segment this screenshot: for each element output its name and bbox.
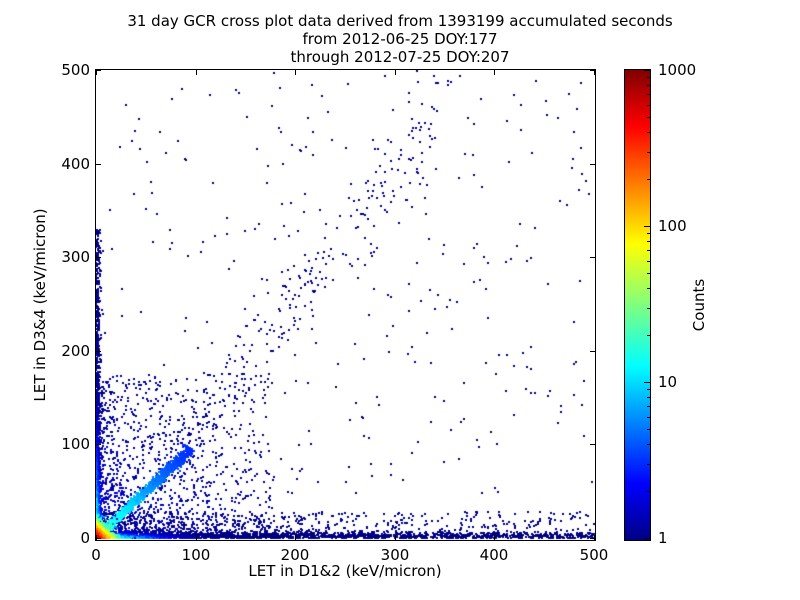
y-tick: [590, 351, 595, 352]
colorbar-tick-label: 1000: [658, 61, 697, 79]
colorbar-minor-tick: [647, 491, 650, 492]
plot-area: [95, 69, 596, 541]
x-tick-label: 300: [380, 546, 410, 564]
y-tick-label: 200: [61, 342, 90, 360]
colorbar-tick-label: 100: [658, 217, 687, 235]
x-tick-label: 200: [280, 546, 310, 564]
x-tick-label: 500: [579, 546, 609, 564]
colorbar-tick: [644, 538, 650, 539]
colorbar-minor-tick: [647, 179, 650, 180]
x-tick: [196, 535, 197, 540]
colorbar-tick: [644, 70, 650, 71]
y-tick-label: 400: [61, 155, 90, 173]
y-tick: [96, 351, 101, 352]
colorbar-minor-tick: [647, 105, 650, 106]
colorbar-tick: [644, 382, 650, 383]
colorbar-minor-tick: [647, 77, 650, 78]
colorbar-minor-tick: [647, 132, 650, 133]
y-tick: [96, 444, 101, 445]
y-tick: [96, 257, 101, 258]
y-tick: [590, 444, 595, 445]
colorbar-minor-tick: [647, 85, 650, 86]
chart-title-line-2: from 2012-06-25 DOY:177: [302, 30, 498, 48]
colorbar-minor-tick: [647, 397, 650, 398]
x-axis-label: LET in D1&2 (keV/micron): [248, 562, 442, 580]
chart-title-line-3: through 2012-07-25 DOY:207: [290, 48, 510, 66]
colorbar-minor-tick: [647, 308, 650, 309]
colorbar-minor-tick: [647, 233, 650, 234]
x-tick: [395, 70, 396, 75]
x-tick-label: 0: [91, 546, 101, 564]
y-tick: [590, 538, 595, 539]
colorbar-minor-tick: [647, 261, 650, 262]
colorbar-minor-tick: [647, 464, 650, 465]
x-tick: [295, 535, 296, 540]
x-tick: [594, 535, 595, 540]
x-tick: [196, 70, 197, 75]
colorbar-minor-tick: [647, 250, 650, 251]
colorbar-minor-tick: [647, 273, 650, 274]
colorbar-minor-tick: [647, 152, 650, 153]
y-tick-label: 300: [61, 248, 90, 266]
y-tick: [590, 70, 595, 71]
y-tick: [590, 257, 595, 258]
colorbar-minor-tick: [647, 429, 650, 430]
colorbar-tick-label: 1: [658, 529, 668, 547]
colorbar-minor-tick: [647, 406, 650, 407]
colorbar-minor-tick: [647, 389, 650, 390]
y-tick: [96, 538, 101, 539]
y-tick: [96, 70, 101, 71]
y-tick: [96, 164, 101, 165]
y-tick-label: 100: [61, 435, 90, 453]
x-tick: [594, 70, 595, 75]
colorbar: [624, 69, 651, 541]
x-tick: [494, 535, 495, 540]
x-tick-label: 100: [181, 546, 211, 564]
x-tick: [96, 535, 97, 540]
chart-title-line-1: 31 day GCR cross plot data derived from …: [127, 12, 673, 30]
x-tick: [494, 70, 495, 75]
x-tick: [395, 535, 396, 540]
y-axis-label: LET in D3&4 (keV/micron): [31, 208, 49, 402]
colorbar-tick: [644, 226, 650, 227]
colorbar-minor-tick: [647, 94, 650, 95]
colorbar-minor-tick: [647, 444, 650, 445]
colorbar-minor-tick: [647, 288, 650, 289]
x-tick-label: 400: [479, 546, 509, 564]
colorbar-gradient: [625, 70, 650, 540]
colorbar-tick-label: 10: [658, 373, 678, 391]
colorbar-minor-tick: [647, 417, 650, 418]
x-tick: [295, 70, 296, 75]
y-tick: [590, 164, 595, 165]
colorbar-minor-tick: [647, 241, 650, 242]
y-tick-label: 500: [61, 61, 90, 79]
colorbar-minor-tick: [647, 117, 650, 118]
y-tick-label: 0: [80, 529, 90, 547]
scatter-canvas: [96, 70, 595, 540]
x-tick: [96, 70, 97, 75]
colorbar-minor-tick: [647, 335, 650, 336]
